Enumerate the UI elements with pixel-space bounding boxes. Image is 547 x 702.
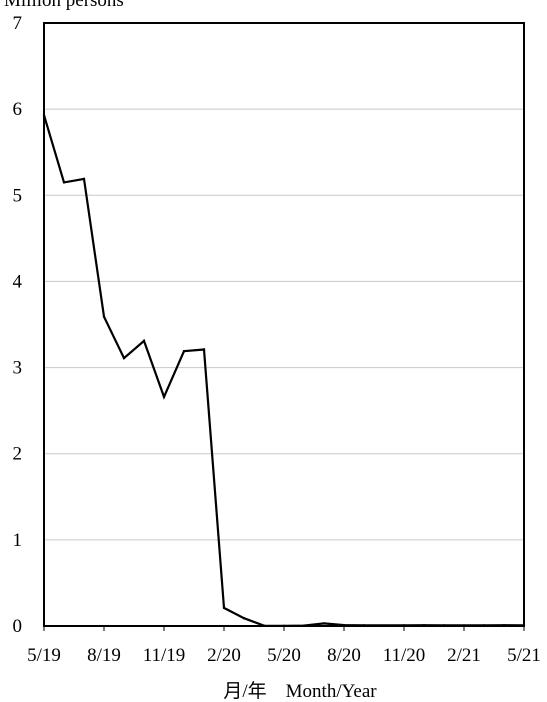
data-point	[442, 624, 446, 627]
y-tick-label: 7	[13, 13, 23, 34]
y-tick-label: 5	[13, 185, 23, 206]
data-point	[102, 315, 106, 318]
x-tick-label: 11/19	[143, 645, 186, 666]
series-layer	[42, 113, 526, 628]
plot-frame	[43, 22, 525, 627]
data-point	[322, 622, 326, 625]
series-line	[42, 114, 525, 627]
grid-lines	[44, 108, 524, 541]
data-point	[382, 624, 386, 627]
data-point	[422, 624, 426, 627]
data-point	[122, 356, 126, 360]
data-point	[482, 624, 486, 627]
x-tick-label: 2/21	[447, 645, 481, 666]
x-tick-label: 11/20	[383, 645, 426, 666]
data-point	[62, 181, 66, 184]
data-point	[162, 395, 166, 399]
x-axis-title: 月/年 Month/Year	[223, 680, 377, 702]
data-point	[302, 624, 306, 627]
data-point	[262, 624, 266, 627]
x-tick-label: 5/19	[27, 645, 61, 666]
y-axis-ticks: 0 1 2 3 4 5 6 7	[13, 13, 23, 637]
data-point	[282, 624, 286, 628]
x-tick-label: 5/21	[507, 645, 541, 666]
x-tick-label: 5/20	[267, 645, 301, 666]
x-tick-label: 2/20	[207, 645, 241, 666]
data-point	[462, 624, 466, 627]
data-point	[202, 348, 206, 351]
y-tick-label: 4	[13, 271, 23, 292]
x-axis-ticks: 5/19 8/19 11/19 2/20 5/20 8/20 11/20 2/21 5/21	[27, 626, 541, 666]
data-point	[222, 606, 226, 610]
data-point	[362, 624, 366, 627]
y-tick-label: 1	[13, 530, 23, 551]
y-tick-label: 0	[13, 616, 23, 637]
data-point	[42, 113, 46, 117]
data-point	[242, 617, 246, 620]
y-tick-label: 6	[13, 99, 23, 120]
y-tick-label: 3	[13, 358, 23, 379]
data-point	[502, 624, 506, 627]
data-point	[342, 623, 346, 627]
data-point	[522, 624, 526, 627]
data-point	[402, 624, 406, 627]
data-point	[142, 339, 146, 343]
y-tick-label: 2	[13, 444, 23, 465]
x-tick-label: 8/20	[327, 645, 361, 666]
x-tick-label: 8/19	[87, 645, 121, 666]
data-point	[182, 350, 186, 353]
data-point	[82, 177, 86, 181]
y-axis-title: Million persons	[4, 0, 124, 11]
